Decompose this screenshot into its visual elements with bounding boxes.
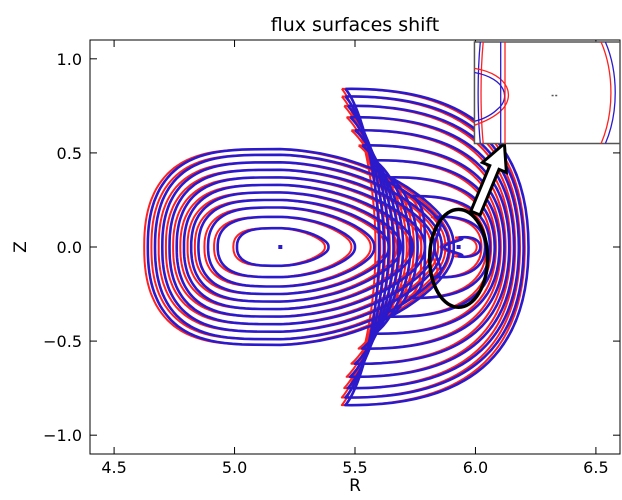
y-axis: 1.0 0.5 0.0 −0.5 −1.0	[43, 50, 620, 445]
series-a-left-surface	[161, 161, 443, 333]
series-a-right-surface	[433, 215, 487, 279]
inset-blue-trace	[477, 42, 481, 144]
magnetic-axis-marker	[456, 245, 461, 249]
series-a-left-surface	[168, 168, 436, 326]
x-tick-label: 6.0	[463, 458, 488, 477]
inset-red-trace	[600, 42, 612, 144]
plot-area	[143, 87, 530, 407]
y-tick-label: 0.0	[57, 238, 82, 257]
x-tick-label: 4.5	[101, 458, 126, 477]
series-a-right-surface	[442, 235, 482, 259]
inset	[473, 41, 621, 145]
magnetic-axis-marker	[278, 245, 283, 249]
chart-title: flux surfaces shift	[271, 14, 439, 36]
series-a-left-surface	[197, 198, 390, 296]
x-tick-label: 5.0	[222, 458, 247, 477]
series-b-right-surface	[439, 236, 478, 258]
series-a-left-surface	[182, 183, 415, 311]
y-tick-label: −0.5	[43, 332, 82, 351]
zoom-arrow	[468, 140, 509, 217]
series-a-left-surface	[153, 153, 451, 341]
y-axis-label: Z	[11, 241, 31, 253]
series-a-left-surface	[206, 206, 376, 288]
inset-axis-dot	[551, 94, 554, 97]
zoom-ellipse	[427, 207, 490, 309]
x-axis-label: R	[349, 476, 361, 496]
inset-content	[474, 42, 616, 144]
inset-blue-trace	[474, 71, 506, 122]
x-axis: 4.5 5.0 5.5 6.0 6.5	[101, 40, 609, 477]
y-tick-label: 1.0	[57, 50, 82, 69]
inset-axis-dot	[555, 94, 558, 97]
inset-frame	[473, 41, 621, 145]
series-a-left-surface	[216, 215, 357, 279]
inset-blue-trace	[604, 42, 616, 144]
annotations	[427, 140, 509, 309]
series-a-left-surface	[189, 191, 403, 303]
x-tick-label: 6.5	[583, 458, 608, 477]
y-tick-label: −1.0	[43, 426, 82, 445]
series-a-left-surface	[235, 226, 330, 268]
inset-red-trace	[480, 42, 484, 144]
series-a-group	[146, 87, 530, 407]
y-tick-label: 0.5	[57, 144, 82, 163]
series-a-left-surface	[175, 176, 427, 318]
series-a-left-surface	[146, 147, 456, 347]
x-tick-label: 5.5	[342, 458, 367, 477]
